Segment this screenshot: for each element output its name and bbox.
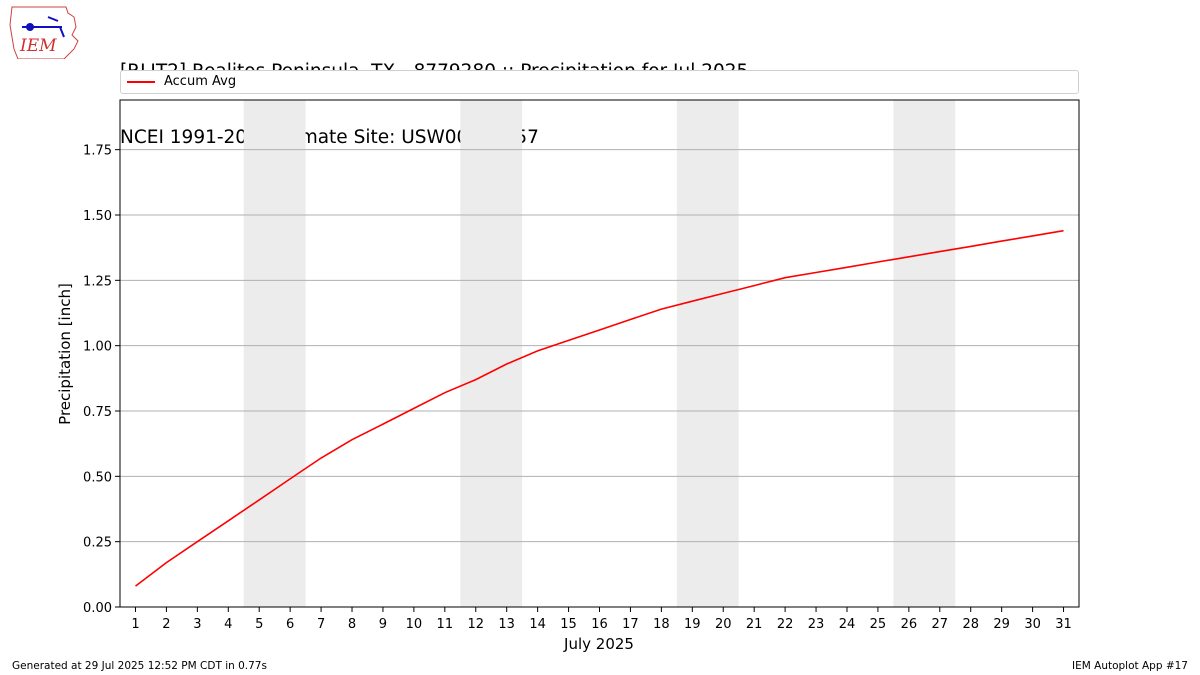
- iem-logo: IEM: [9, 6, 79, 59]
- x-tick-label: 5: [255, 617, 263, 632]
- x-tick-label: 2: [162, 617, 170, 632]
- x-tick-label: 27: [932, 617, 949, 632]
- y-tick-label: 1.50: [83, 209, 112, 224]
- x-tick-label: 1: [131, 617, 139, 632]
- x-tick-label: 7: [317, 617, 325, 632]
- generated-note: Generated at 29 Jul 2025 12:52 PM CDT in…: [12, 660, 267, 672]
- x-tick-label: 24: [839, 617, 856, 632]
- x-tick-label: 10: [406, 617, 423, 632]
- x-tick-label: 30: [1024, 617, 1041, 632]
- x-tick-label: 23: [808, 617, 825, 632]
- weekend-band-1: [243, 100, 306, 607]
- x-tick-label: 21: [746, 617, 763, 632]
- x-tick-label: 26: [901, 617, 918, 632]
- x-tick-label: 25: [870, 617, 887, 632]
- legend: Accum Avg: [120, 70, 1079, 94]
- x-tick-label: 13: [498, 617, 515, 632]
- legend-label: Accum Avg: [164, 74, 237, 89]
- x-axis-label: July 2025: [563, 635, 634, 653]
- legend-swatch: [127, 81, 155, 83]
- x-tick-label: 29: [993, 617, 1010, 632]
- y-tick-label: 0.00: [83, 601, 112, 616]
- y-axis-label: Precipitation [inch]: [56, 283, 74, 425]
- weekend-band-4: [893, 100, 956, 607]
- x-tick-label: 9: [379, 617, 387, 632]
- y-tick-label: 0.75: [83, 405, 112, 420]
- app-note: IEM Autoplot App #17: [1072, 660, 1188, 672]
- x-tick-label: 14: [529, 617, 546, 632]
- y-tick-label: 0.25: [83, 536, 112, 551]
- x-tick-label: 20: [715, 617, 732, 632]
- y-tick-label: 0.50: [83, 470, 112, 485]
- weekend-band-3: [676, 100, 739, 607]
- x-tick-label: 19: [684, 617, 701, 632]
- x-tick-label: 4: [224, 617, 232, 632]
- x-tick-label: 17: [622, 617, 639, 632]
- x-tick-label: 28: [962, 617, 979, 632]
- y-tick-label: 1.75: [83, 144, 112, 159]
- x-tick-label: 18: [653, 617, 670, 632]
- x-tick-label: 22: [777, 617, 794, 632]
- y-tick-label: 1.25: [83, 274, 112, 289]
- y-tick-label: 1.00: [83, 340, 112, 355]
- x-tick-label: 31: [1055, 617, 1072, 632]
- logo-text: IEM: [19, 36, 57, 56]
- x-tick-label: 8: [348, 617, 356, 632]
- x-tick-label: 12: [467, 617, 484, 632]
- series-line-accum-avg: [135, 229, 1064, 587]
- weekend-band-2: [460, 100, 523, 607]
- x-tick-label: 15: [560, 617, 577, 632]
- x-tick-label: 11: [437, 617, 454, 632]
- x-tick-label: 16: [591, 617, 608, 632]
- x-tick-label: 6: [286, 617, 294, 632]
- x-tick-label: 3: [193, 617, 201, 632]
